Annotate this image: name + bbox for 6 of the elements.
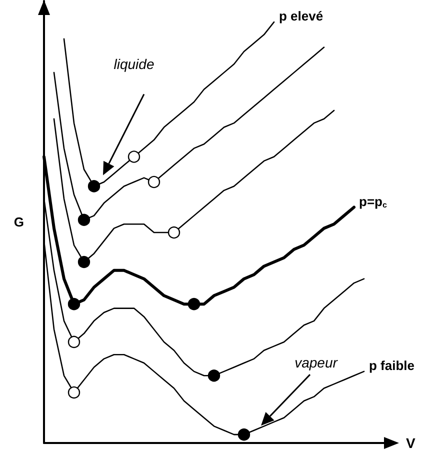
series-label: p faible <box>369 358 415 373</box>
series-label: p elevé <box>279 8 324 24</box>
annotation: liquide <box>114 56 154 72</box>
x-axis-title: V <box>406 435 416 451</box>
y-axis-title: G <box>14 214 24 230</box>
annotation: vapeur <box>294 354 339 371</box>
